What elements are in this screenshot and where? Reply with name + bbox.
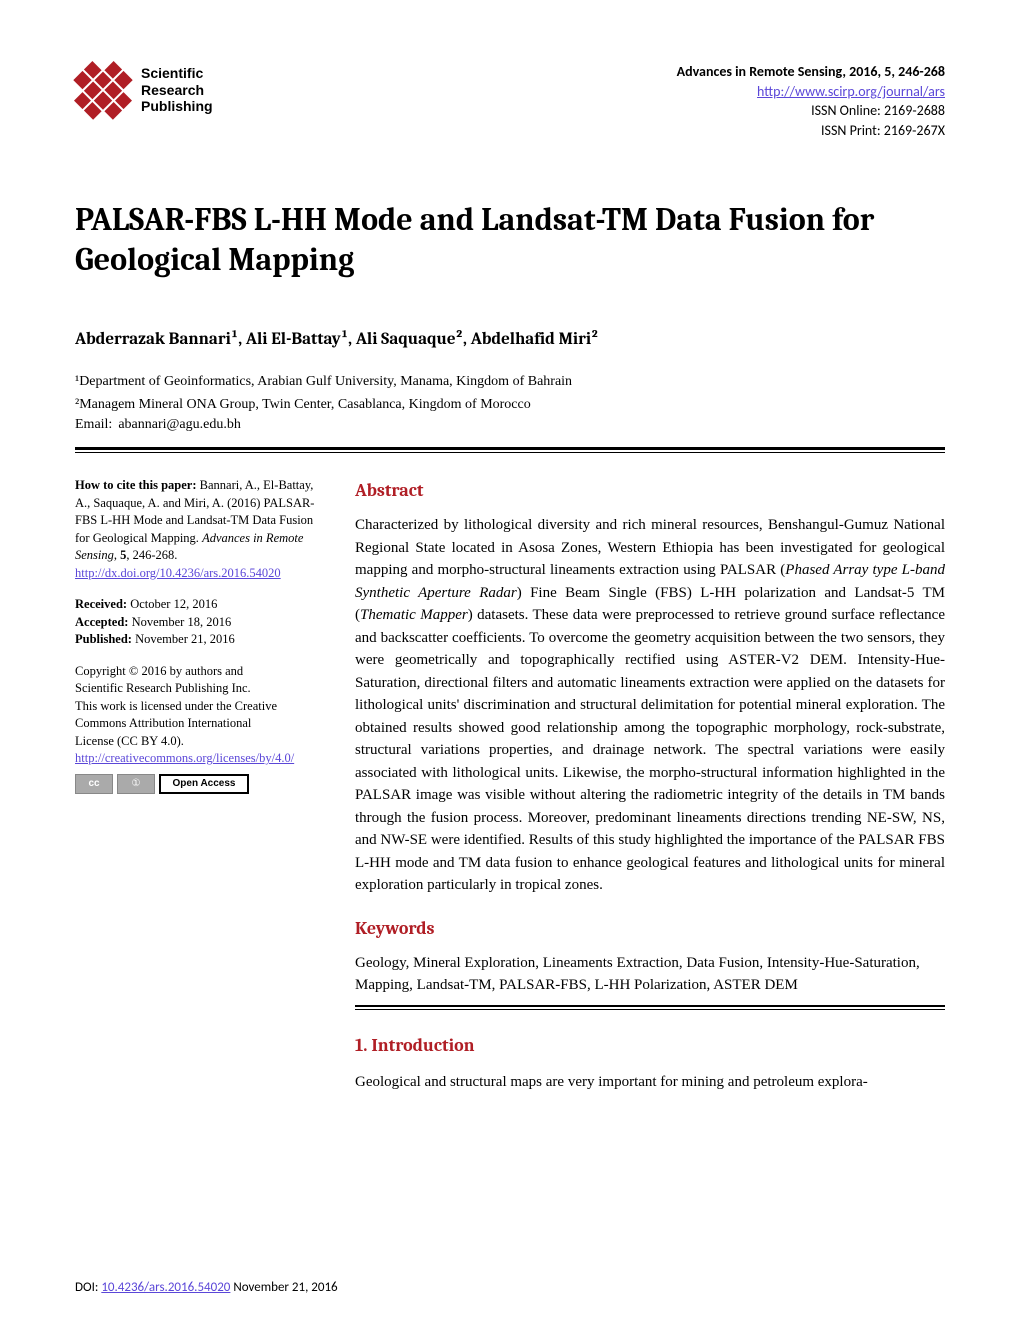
affiliation-1: ¹Department of Geoinformatics, Arabian G… bbox=[75, 371, 945, 392]
accepted-label: Accepted: bbox=[75, 615, 128, 629]
logo-text-1: Scientific bbox=[141, 65, 213, 82]
page-header: Scientific Research Publishing Advances … bbox=[75, 62, 945, 140]
publisher-logo: Scientific Research Publishing bbox=[75, 62, 213, 118]
sidebar: How to cite this paper: Bannari, A., El-… bbox=[75, 477, 327, 1093]
main-column: Abstract Characterized by lithological d… bbox=[355, 477, 945, 1093]
copyright-2: Scientific Research Publishing Inc. bbox=[75, 680, 327, 698]
received-date: October 12, 2016 bbox=[127, 597, 217, 611]
journal-citation: Advances in Remote Sensing, 2016, 5, 246… bbox=[677, 62, 945, 82]
logo-text-3: Publishing bbox=[141, 98, 213, 115]
citation-block: How to cite this paper: Bannari, A., El-… bbox=[75, 477, 327, 565]
abstract-1d: Thematic Mapper bbox=[360, 607, 468, 623]
email-address: abannari@agu.edu.bh bbox=[118, 417, 241, 433]
copyright-1: Copyright © 2016 by authors and bbox=[75, 663, 327, 681]
published-label: Published: bbox=[75, 632, 132, 646]
cite-label: How to cite this paper: bbox=[75, 478, 197, 492]
section-divider-thick bbox=[355, 1005, 945, 1007]
logo-text-2: Research bbox=[141, 82, 213, 99]
article-title: PALSAR-FBS L-HH Mode and Landsat-TM Data… bbox=[75, 200, 945, 280]
keywords-heading: Keywords bbox=[355, 915, 945, 942]
published-date: November 21, 2016 bbox=[132, 632, 235, 646]
copyright-5: License (CC BY 4.0). bbox=[75, 733, 327, 751]
by-icon: ① bbox=[117, 774, 155, 794]
footer-doi-link[interactable]: 10.4236/ars.2016.54020 bbox=[101, 1280, 230, 1295]
introduction-text: Geological and structural maps are very … bbox=[355, 1071, 945, 1094]
page-footer: DOI: 10.4236/ars.2016.54020 November 21,… bbox=[75, 1280, 338, 1295]
affiliation-2: ²Managem Mineral ONA Group, Twin Center,… bbox=[75, 394, 945, 415]
journal-url-link[interactable]: http://www.scirp.org/journal/ars bbox=[757, 83, 945, 100]
license-badges: cc ① Open Access bbox=[75, 774, 327, 794]
abstract-heading: Abstract bbox=[355, 477, 945, 504]
open-access-badge: Open Access bbox=[159, 774, 249, 794]
content-columns: How to cite this paper: Bannari, A., El-… bbox=[75, 477, 945, 1093]
email-label: Email: bbox=[75, 417, 112, 433]
dates-block: Received: October 12, 2016 Accepted: Nov… bbox=[75, 596, 327, 649]
author-list: Abderrazak Bannari¹, Ali El-Battay¹, Ali… bbox=[75, 330, 945, 349]
divider-thin bbox=[75, 452, 945, 453]
copyright-4: Commons Attribution International bbox=[75, 715, 327, 733]
abstract-text: Characterized by lithological diversity … bbox=[355, 514, 945, 897]
copyright-3: This work is licensed under the Creative bbox=[75, 698, 327, 716]
doi-label: DOI: bbox=[75, 1280, 101, 1295]
publisher-name: Scientific Research Publishing bbox=[141, 65, 213, 115]
journal-info: Advances in Remote Sensing, 2016, 5, 246… bbox=[677, 62, 945, 140]
email-row: Email: abannari@agu.edu.bh bbox=[75, 417, 945, 433]
cc-icon: cc bbox=[75, 774, 113, 794]
abstract-1e: ) datasets. These data were preprocessed… bbox=[355, 607, 945, 893]
introduction-heading: 1. Introduction bbox=[355, 1032, 945, 1059]
issn-online: ISSN Online: 2169-2688 bbox=[677, 101, 945, 121]
received-label: Received: bbox=[75, 597, 127, 611]
section-divider-thin bbox=[355, 1009, 945, 1010]
cc-license-link[interactable]: http://creativecommons.org/licenses/by/4… bbox=[75, 751, 294, 765]
logo-diamond-icon bbox=[63, 50, 142, 129]
keywords-text: Geology, Mineral Exploration, Lineaments… bbox=[355, 952, 945, 997]
doi-link[interactable]: http://dx.doi.org/10.4236/ars.2016.54020 bbox=[75, 566, 281, 580]
divider-thick bbox=[75, 447, 945, 450]
accepted-date: November 18, 2016 bbox=[128, 615, 231, 629]
cite-pages: , 246-268. bbox=[126, 548, 177, 562]
footer-date: November 21, 2016 bbox=[230, 1280, 337, 1295]
issn-print: ISSN Print: 2169-267X bbox=[677, 121, 945, 141]
